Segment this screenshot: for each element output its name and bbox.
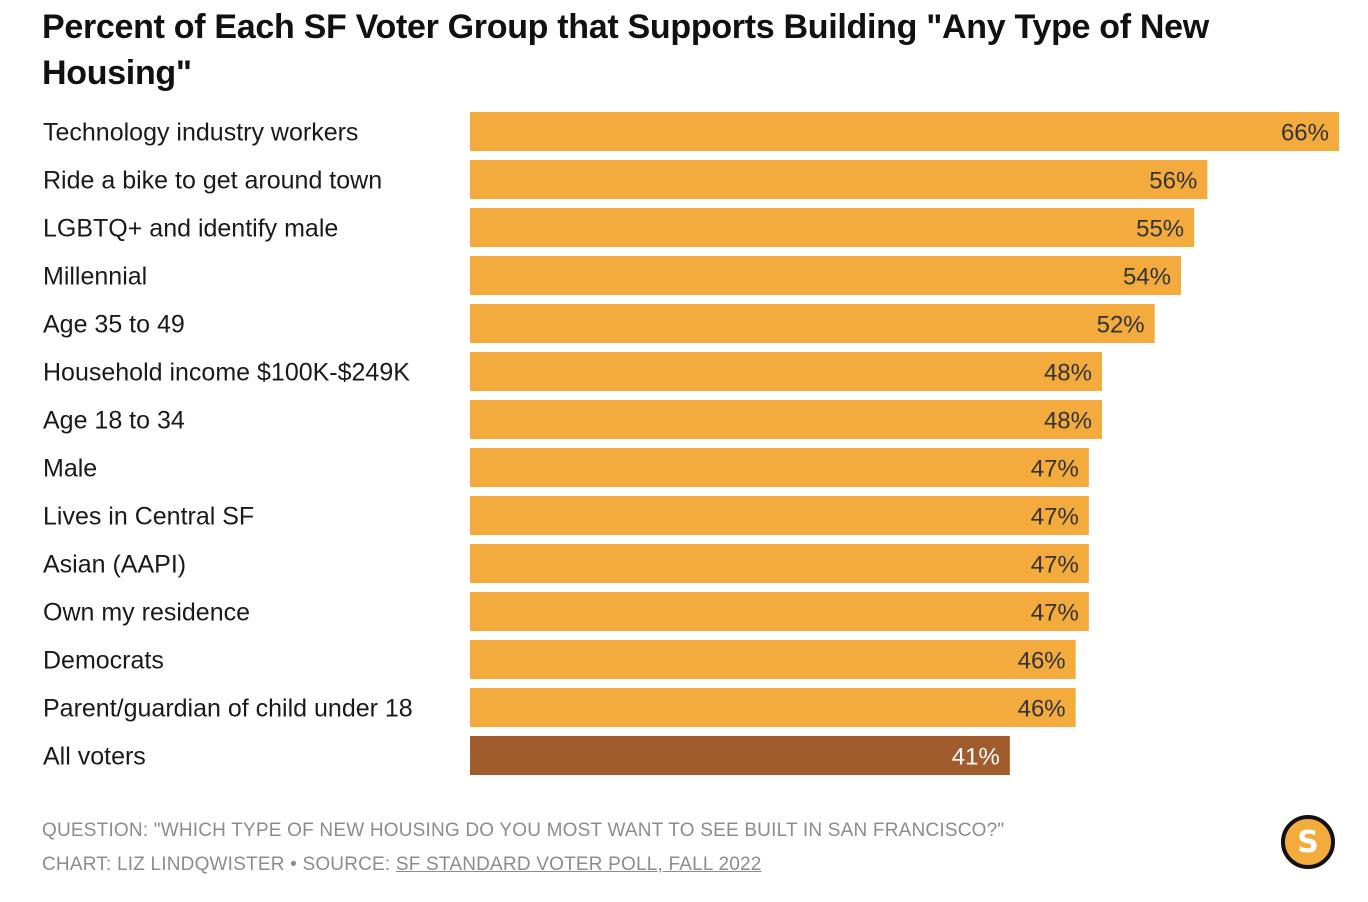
value-label: 47% <box>1031 600 1079 627</box>
bar-chart: Technology industry workers 66% Ride a bik… <box>43 112 1339 775</box>
bar <box>470 544 1089 583</box>
question-note: QUESTION: "WHICH TYPE OF NEW HOUSING DO … <box>42 820 1005 841</box>
value-label: 46% <box>1018 696 1066 723</box>
value-label: 48% <box>1044 360 1092 387</box>
value-label: 47% <box>1031 504 1079 531</box>
category-label: Age 18 to 34 <box>43 407 185 435</box>
category-label: Parent/guardian of child under 18 <box>43 695 413 723</box>
bar <box>470 400 1102 439</box>
category-label: Millennial <box>43 263 147 291</box>
highlight-bar <box>470 736 1010 775</box>
category-label: Household income $100K-$249K <box>43 359 410 387</box>
bar <box>470 496 1089 535</box>
credit-line: CHART: LIZ LINDQWISTER • SOURCE: SF STAN… <box>42 854 762 876</box>
category-label: Lives in Central SF <box>43 503 254 531</box>
category-label: Technology industry workers <box>43 119 358 147</box>
bar <box>470 256 1181 295</box>
value-label: 55% <box>1136 216 1184 243</box>
bar <box>470 160 1208 199</box>
source-link[interactable]: SF STANDARD VOTER POLL, FALL 2022 <box>395 854 762 875</box>
category-label: Age 35 to 49 <box>43 311 185 339</box>
bar <box>470 112 1339 151</box>
value-label: 46% <box>1018 648 1066 675</box>
category-label: Asian (AAPI) <box>43 551 186 579</box>
category-label: Own my residence <box>43 599 250 627</box>
bar <box>470 304 1155 343</box>
credit-prefix: CHART: LIZ LINDQWISTER • SOURCE: <box>42 854 396 875</box>
bar <box>470 688 1076 727</box>
value-label: 54% <box>1123 264 1171 291</box>
value-label: 47% <box>1031 552 1079 579</box>
value-label: 56% <box>1149 168 1197 195</box>
category-label: Male <box>43 455 97 483</box>
value-label: 41% <box>952 744 1000 771</box>
category-label: Democrats <box>43 647 164 675</box>
sf-standard-logo-icon: S <box>1281 815 1335 869</box>
chart-title: Percent of Each SF Voter Group that Supp… <box>42 8 1209 92</box>
value-label: 66% <box>1281 120 1329 147</box>
value-label: 48% <box>1044 408 1092 435</box>
value-label: 47% <box>1031 456 1079 483</box>
bar <box>470 352 1102 391</box>
bar <box>470 448 1089 487</box>
bar <box>470 640 1076 679</box>
bar <box>470 592 1089 631</box>
value-label: 52% <box>1097 312 1145 339</box>
category-label: LGBTQ+ and identify male <box>43 215 338 243</box>
category-label: Ride a bike to get around town <box>43 167 382 195</box>
category-label: All voters <box>43 743 146 771</box>
bar <box>470 208 1195 247</box>
